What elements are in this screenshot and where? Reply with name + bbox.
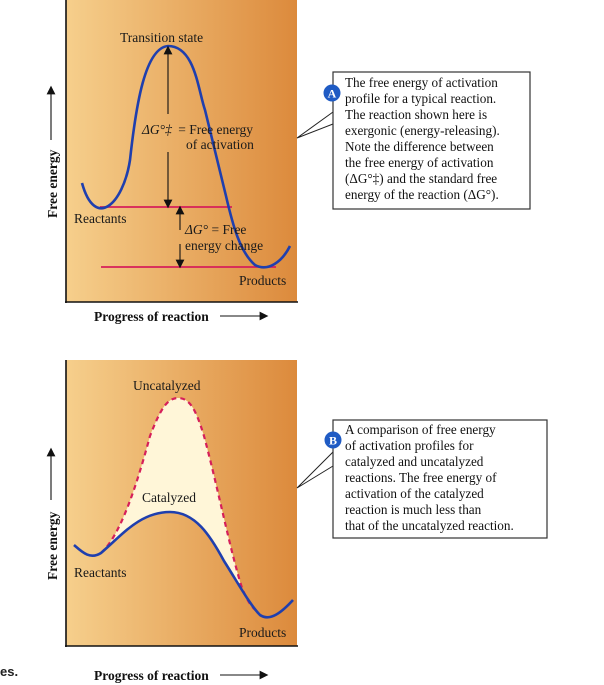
callout-b-line-6: reaction is much less than	[345, 502, 482, 517]
callout-a-line-1: The free energy of activation	[345, 75, 498, 90]
panel-a-activation-label: ΔG°‡ = Free energy	[141, 122, 253, 137]
panel-b-catalyzed-curve	[73, 510, 294, 619]
panel-b-y-axis-title: Free energy	[45, 511, 60, 580]
panel-a-products-label: Products	[239, 273, 286, 288]
callout-b-line-3: catalyzed and uncatalyzed	[345, 454, 484, 469]
callout-b-line-5: activation of the catalyzed	[345, 486, 484, 501]
callout-a-pointer	[296, 111, 334, 139]
callout-a-badge	[323, 84, 341, 102]
callout-a: A The free energy of activation profile …	[296, 71, 531, 210]
panel-b-x-axis-title: Progress of reaction	[94, 668, 209, 683]
callout-a-line-8: energy of the reaction (ΔG°).	[345, 187, 499, 202]
panel-a-activation-text-2: of activation	[186, 137, 254, 152]
callout-b-line-2: of activation profiles for	[345, 438, 474, 453]
panel-a-transition-state-label: Transition state	[120, 30, 203, 45]
callout-a-line-5: Note the difference between	[345, 139, 494, 154]
callout-a-line-3: The reaction shown here is	[345, 107, 487, 122]
callout-a-line-7: (ΔG°‡) and the standard free	[345, 171, 497, 186]
callout-b-text: A comparison of free energy of activatio…	[345, 422, 514, 533]
panel-a: Transition state ΔG°‡ = Free energy of a…	[45, 0, 298, 324]
panel-b-reactants-label: Reactants	[74, 565, 126, 580]
panel-a-standard-text-1: = Free	[211, 222, 246, 237]
callout-b-line-7: that of the uncatalyzed reaction.	[345, 518, 514, 533]
panel-a-reactants-label: Reactants	[74, 211, 126, 226]
panel-a-activation-symbol: ΔG°‡	[141, 122, 172, 137]
panel-b: Uncatalyzed Catalyzed Reactants Products…	[45, 360, 298, 683]
panel-b-barrier-difference-fill	[101, 398, 257, 611]
callout-a-text: The free energy of activation profile fo…	[345, 75, 503, 202]
panel-b-uncatalyzed-label: Uncatalyzed	[133, 378, 201, 393]
callout-b-badge	[324, 431, 342, 449]
callout-b-pointer	[296, 451, 334, 489]
callout-b-box	[332, 419, 548, 539]
panel-a-activation-text-1: = Free energy	[178, 122, 253, 137]
callout-b-badge-letter: B	[329, 434, 337, 448]
panel-b-uncatalyzed-curve	[100, 396, 258, 612]
panel-a-x-axis-title: Progress of reaction	[94, 309, 209, 324]
callout-b: B A comparison of free energy of activat…	[296, 419, 548, 539]
panel-a-plot-background	[66, 0, 297, 302]
callout-a-line-2: profile for a typical reaction.	[345, 91, 496, 106]
panel-a-standard-symbol: ΔG°	[184, 222, 209, 237]
panel-b-products-label: Products	[239, 625, 286, 640]
callout-b-line-1: A comparison of free energy	[345, 422, 496, 437]
callout-a-badge-letter: A	[328, 87, 337, 101]
cropped-caption-fragment: es.	[0, 664, 19, 679]
callout-a-box	[332, 71, 531, 210]
panel-a-y-axis-title: Free energy	[45, 149, 60, 218]
callout-a-line-4: exergonic (energy-releasing).	[345, 123, 500, 138]
panel-a-energy-curve	[80, 44, 292, 269]
panel-a-standard-text-2: energy change	[185, 238, 263, 253]
panel-a-standard-label: ΔG° = Free	[184, 222, 246, 237]
callout-b-line-4: reactions. The free energy of	[345, 470, 497, 485]
callout-a-line-6: the free energy of activation	[345, 155, 494, 170]
panel-b-catalyzed-label: Catalyzed	[142, 490, 196, 505]
